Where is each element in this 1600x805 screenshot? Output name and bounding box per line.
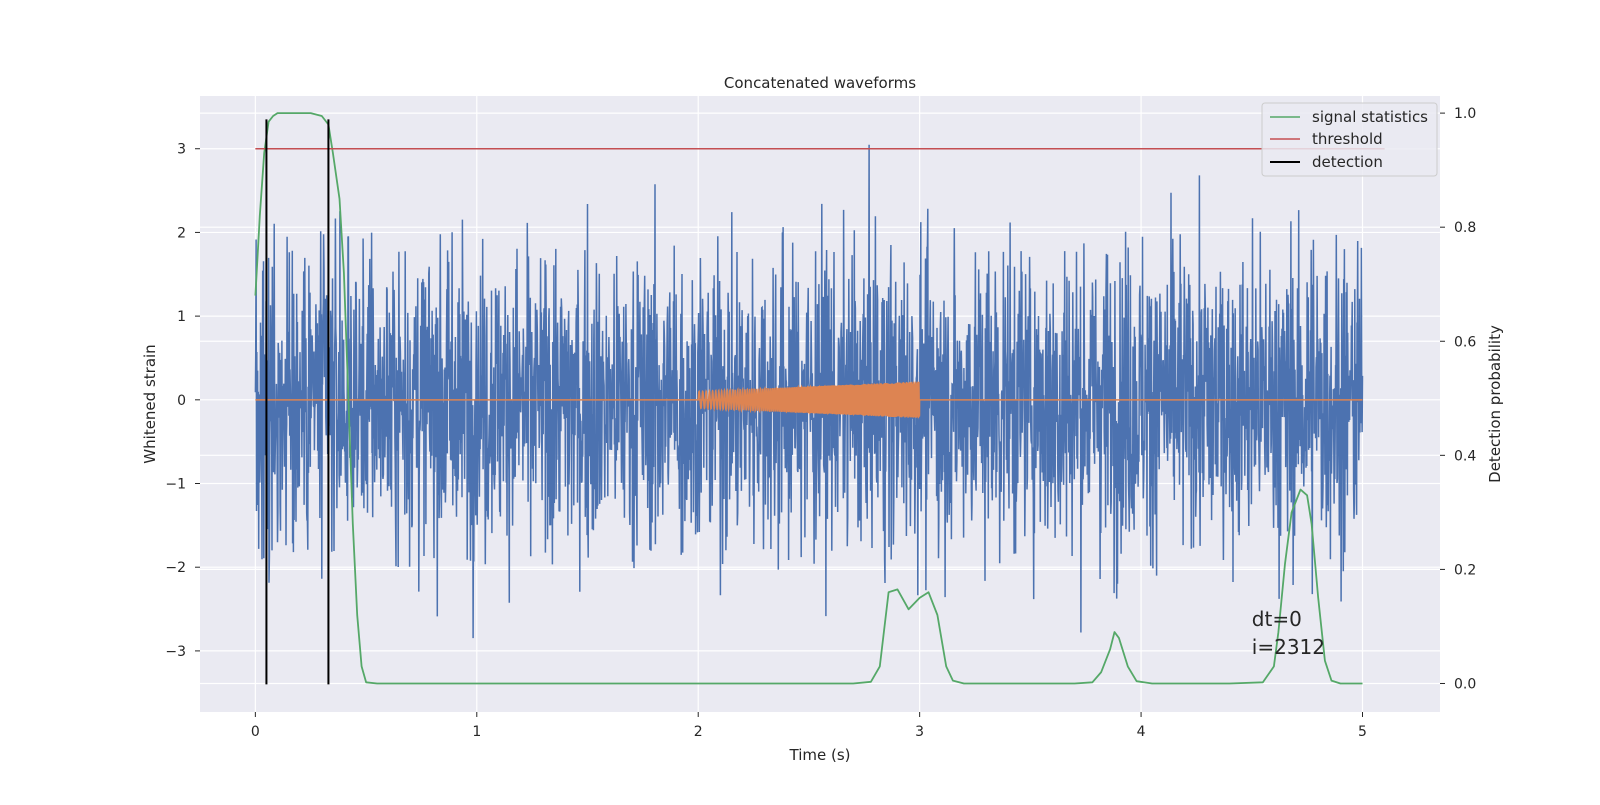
y-right-tick-label-1: 0.2 — [1454, 562, 1476, 578]
y-axis-label: Whitened strain — [141, 344, 159, 463]
legend-box — [1261, 102, 1438, 177]
y-right-tick-label-3: 0.6 — [1454, 334, 1476, 350]
y-right-tick-label-0: 0.0 — [1454, 676, 1476, 692]
injection-chirp — [255, 381, 1363, 419]
y-right-tick-label-4: 0.8 — [1454, 220, 1476, 236]
y-right-tick-label-5: 1.0 — [1454, 106, 1476, 122]
y-tick-label-2: −1 — [165, 477, 186, 493]
legend-label-signal-statistics: signal statistics — [1312, 108, 1428, 126]
legend: signal statistics threshold detection — [1261, 102, 1438, 177]
noise-trace — [254, 144, 1364, 639]
annotation-line-2: i=2312 — [1252, 635, 1325, 659]
annotation: dt=0 i=2312 — [1252, 607, 1325, 659]
legend-label-threshold: threshold — [1312, 130, 1383, 148]
legend-label-detection: detection — [1312, 153, 1383, 171]
x-tick-label-3: 3 — [915, 724, 924, 740]
injection-chirp-line — [697, 381, 921, 419]
x-tick-label-5: 5 — [1358, 724, 1367, 740]
y-tick-label-4: 1 — [177, 309, 186, 325]
x-tick-label-2: 2 — [694, 724, 703, 740]
noise-line — [254, 144, 1364, 639]
x-axis-label: Time (s) — [789, 746, 851, 764]
chart-title: Concatenated waveforms — [724, 74, 916, 92]
series-signal-statistics — [254, 112, 1363, 685]
y-tick-label-1: −2 — [165, 560, 186, 576]
x-tick-label-4: 4 — [1137, 724, 1146, 740]
x-tick-label-0: 0 — [251, 724, 260, 740]
y-right-tick-label-2: 0.4 — [1454, 448, 1476, 464]
annotation-line-1: dt=0 — [1252, 607, 1302, 631]
y-tick-label-3: 0 — [177, 393, 186, 409]
ticks: 0 1 2 3 4 5 −3 −2 −1 0 1 2 3 0.0 0.2 0.4 0.6 0.8 1.0 — [165, 106, 1476, 740]
y-axis-label-right: Detection probability — [1486, 325, 1504, 483]
y-tick-label-6: 3 — [177, 142, 186, 158]
y-tick-label-0: −3 — [165, 644, 186, 660]
x-tick-label-1: 1 — [472, 724, 481, 740]
y-tick-label-5: 2 — [177, 225, 186, 241]
series-layer — [254, 112, 1385, 685]
